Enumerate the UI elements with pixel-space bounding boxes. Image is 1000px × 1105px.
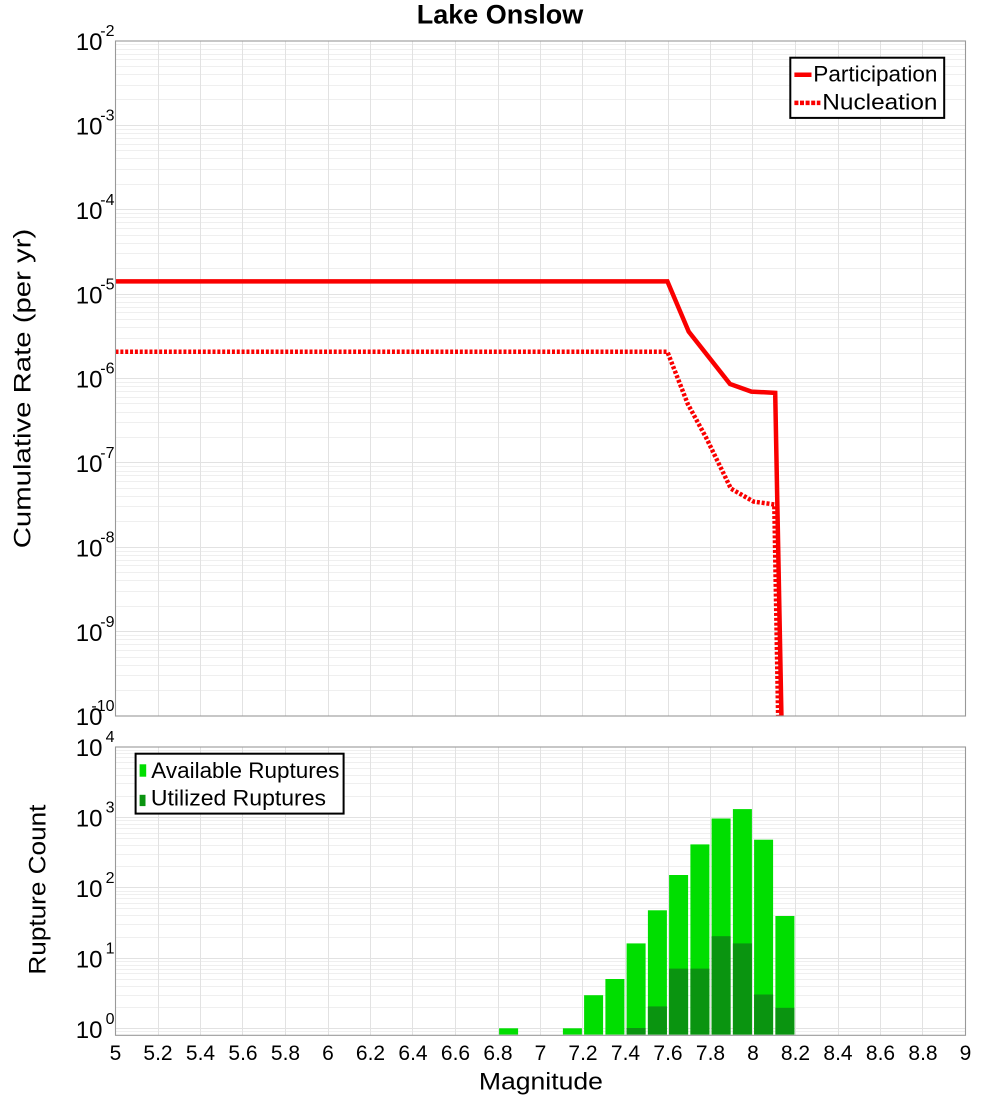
svg-text:Nucleation: Nucleation [822,90,937,115]
svg-text:5.2: 5.2 [143,1042,172,1065]
svg-text:10: 10 [76,282,103,309]
svg-text:-6: -6 [100,361,114,378]
svg-text:10: 10 [76,946,103,973]
svg-text:2: 2 [106,870,115,887]
svg-text:10: 10 [76,198,103,225]
svg-text:10: 10 [76,29,103,56]
svg-text:6.2: 6.2 [356,1042,385,1065]
svg-text:10: 10 [76,735,103,762]
svg-text:8.4: 8.4 [823,1042,853,1065]
svg-text:10: 10 [76,620,103,647]
svg-text:Cumulative Rate (per yr): Cumulative Rate (per yr) [10,229,37,549]
svg-text:7.2: 7.2 [568,1042,597,1065]
svg-text:Available Ruptures: Available Ruptures [151,758,339,783]
svg-text:10: 10 [76,114,103,141]
svg-text:-5: -5 [100,276,114,293]
svg-text:7.6: 7.6 [653,1042,682,1065]
svg-text:10: 10 [76,876,103,903]
svg-text:-9: -9 [100,614,114,631]
svg-text:8.2: 8.2 [781,1042,810,1065]
svg-text:9: 9 [960,1042,972,1065]
svg-text:10: 10 [76,367,103,394]
svg-text:-10: -10 [91,698,114,715]
svg-text:-3: -3 [100,108,114,125]
svg-text:5.4: 5.4 [186,1042,216,1065]
svg-text:5.6: 5.6 [228,1042,257,1065]
svg-text:10: 10 [76,704,103,731]
svg-text:-8: -8 [100,530,114,547]
svg-text:Magnitude: Magnitude [479,1068,603,1095]
svg-text:5.8: 5.8 [271,1042,300,1065]
svg-text:8.8: 8.8 [908,1042,937,1065]
svg-text:7: 7 [535,1042,547,1065]
svg-text:8: 8 [747,1042,759,1065]
svg-text:10: 10 [76,1017,103,1044]
svg-text:Participation: Participation [813,62,937,87]
svg-text:1: 1 [106,940,115,957]
svg-text:Lake Onslow: Lake Onslow [417,0,585,30]
svg-text:3: 3 [106,800,115,817]
svg-text:4: 4 [106,729,115,746]
svg-text:-4: -4 [100,192,114,209]
svg-text:7.4: 7.4 [611,1042,641,1065]
svg-text:5: 5 [110,1042,122,1065]
svg-text:-2: -2 [100,23,114,40]
svg-text:Rupture Count: Rupture Count [25,804,52,974]
svg-text:8.6: 8.6 [866,1042,895,1065]
svg-text:10: 10 [76,536,103,563]
svg-text:6: 6 [322,1042,334,1065]
svg-text:Utilized Ruptures: Utilized Ruptures [151,786,326,811]
svg-text:10: 10 [76,451,103,478]
svg-text:0: 0 [106,1011,115,1028]
svg-text:6.4: 6.4 [398,1042,428,1065]
svg-text:10: 10 [76,806,103,833]
svg-text:6.6: 6.6 [441,1042,470,1065]
svg-text:6.8: 6.8 [483,1042,512,1065]
svg-text:7.8: 7.8 [696,1042,725,1065]
svg-text:-7: -7 [100,445,114,462]
